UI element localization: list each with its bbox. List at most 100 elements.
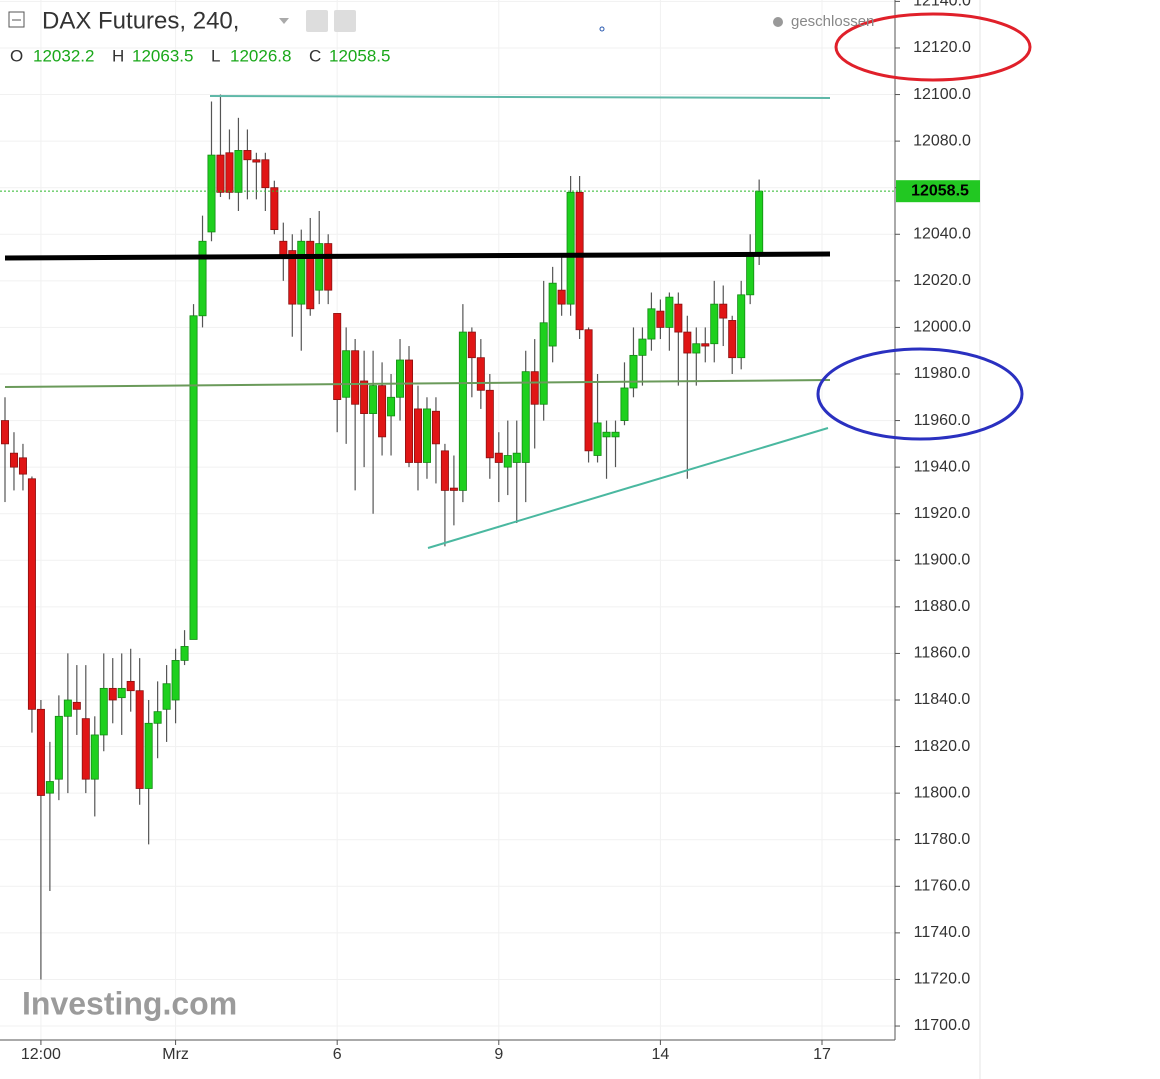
candle-body [81, 718, 90, 780]
highlight-ellipse [816, 347, 1024, 441]
candle-body [72, 701, 81, 710]
candle-body [719, 303, 728, 319]
candle-body [351, 350, 360, 405]
x-tick-label: 12:00 [21, 1046, 61, 1063]
eye-icon[interactable] [306, 10, 328, 32]
candle-body [449, 487, 458, 491]
candle-body [297, 240, 306, 305]
candle-body [755, 190, 764, 253]
y-tick-label: 12000.0 [913, 319, 971, 336]
candle-body [575, 191, 584, 331]
y-tick-label: 11760.0 [914, 878, 971, 895]
candle-body [360, 380, 369, 414]
candle-body [117, 687, 126, 699]
y-tick-label: 11960.0 [914, 412, 971, 429]
y-tick-label: 11900.0 [914, 552, 971, 569]
resistance-line [209, 95, 831, 99]
y-tick-label: 11780.0 [914, 831, 971, 848]
candle-body [557, 289, 566, 305]
x-tick-label: Mrz [162, 1046, 189, 1063]
y-tick-label: 11840.0 [914, 691, 971, 708]
y-tick-label: 11720.0 [914, 971, 971, 988]
ohlc-label: C [309, 46, 321, 65]
candle-body [45, 781, 54, 794]
settings-icon[interactable] [334, 10, 356, 32]
candle-body [171, 660, 180, 701]
candle-body [27, 478, 36, 710]
candle-body [324, 243, 333, 291]
candle-body [108, 687, 117, 701]
y-tick-label: 11820.0 [914, 738, 971, 755]
candle-body [234, 150, 243, 193]
y-tick-label: 12020.0 [913, 272, 971, 289]
y-tick-label: 11920.0 [914, 505, 971, 522]
candle-body [701, 343, 710, 347]
chart-title: DAX Futures, 240, [42, 7, 239, 34]
candle-body [333, 313, 342, 401]
candle-body [252, 159, 261, 163]
y-tick-label: 11740.0 [914, 924, 971, 941]
candle-body [566, 191, 575, 305]
y-tick-label: 11940.0 [914, 458, 971, 475]
candle-body [162, 683, 171, 710]
candle-body [54, 715, 63, 780]
candle-body [99, 687, 108, 736]
support-line [4, 251, 831, 261]
x-tick-label: 6 [333, 1046, 342, 1063]
candle-body [683, 331, 692, 354]
candle-body [602, 431, 611, 438]
y-tick-label: 12080.0 [913, 132, 971, 149]
candle-body [512, 452, 521, 463]
ohlc-value: 12032.2 [33, 46, 94, 65]
candle-body [503, 455, 512, 468]
candle-body [36, 708, 45, 796]
candle-body [620, 387, 629, 421]
candle-body [153, 711, 162, 724]
candle-body [342, 350, 351, 398]
status-dot [773, 17, 783, 27]
candle-body [422, 408, 431, 463]
x-tick-label: 17 [813, 1046, 831, 1063]
candle-body [494, 452, 503, 463]
ohlc-value: 12058.5 [329, 46, 390, 65]
candle-body [180, 646, 189, 661]
y-tick-label: 11880.0 [914, 598, 971, 615]
ohlc-label: O [10, 46, 23, 65]
candle-body [144, 722, 153, 789]
watermark: Investing.com [22, 985, 237, 1021]
margin [980, 0, 1160, 1079]
last-price-label: 12058.5 [911, 182, 969, 199]
candle-body [405, 359, 414, 463]
candle-body [737, 294, 746, 359]
y-tick-label: 12100.0 [913, 86, 971, 103]
candle-body [674, 303, 683, 333]
candle-body [629, 354, 638, 389]
candle-body [189, 315, 198, 640]
candle-body [746, 254, 755, 296]
y-tick-label: 12040.0 [913, 225, 971, 242]
candle-body [611, 431, 620, 438]
y-tick-label: 11800.0 [914, 784, 971, 801]
candles [0, 94, 764, 980]
candle-body [521, 371, 530, 463]
ohlc-value: 12063.5 [132, 46, 193, 65]
candle-body [413, 408, 422, 463]
candle-body [198, 240, 207, 317]
candle-body [378, 385, 387, 438]
candle-body [647, 308, 656, 340]
collapse-icon[interactable] [8, 11, 25, 28]
candle-body [593, 422, 602, 456]
candle-body [225, 152, 234, 193]
candle-body [476, 357, 485, 391]
candle-body [692, 343, 701, 354]
candle-body [90, 734, 99, 780]
x-tick-label: 9 [494, 1046, 503, 1063]
dropdown[interactable] [279, 18, 289, 24]
candle-body [216, 154, 225, 193]
ohlc-label: L [211, 46, 220, 65]
candle-body [584, 329, 593, 452]
candle-body [539, 322, 548, 405]
candle-body [485, 389, 494, 459]
candle-body [467, 331, 476, 359]
